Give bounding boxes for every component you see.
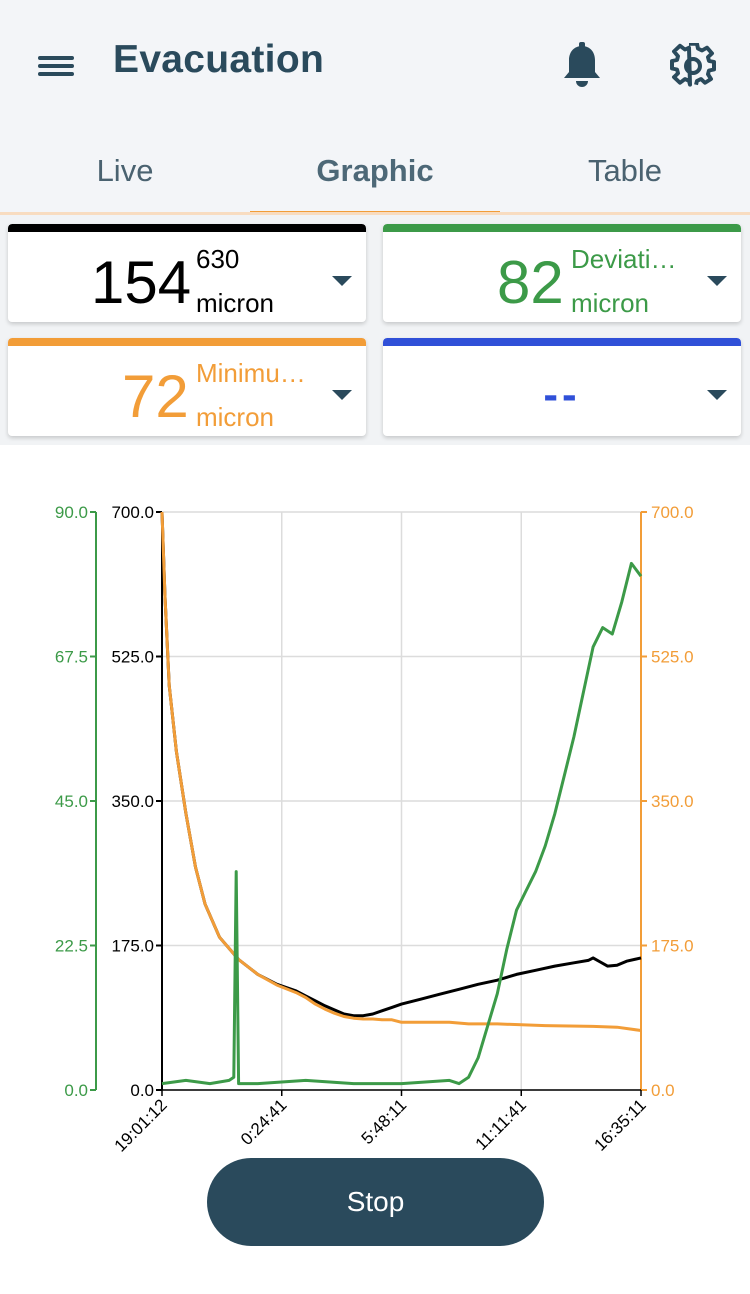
bell-icon[interactable] bbox=[560, 42, 604, 90]
y-tick-label-left-outer: 22.5 bbox=[55, 937, 88, 956]
card-value: 82 bbox=[497, 249, 564, 316]
y-tick-label-left-inner: 700.0 bbox=[111, 503, 154, 522]
tab-graphic[interactable]: Graphic bbox=[316, 153, 434, 188]
tab-bar: Live Graphic Table bbox=[0, 140, 750, 216]
x-tick-label: 16:35:11 bbox=[590, 1095, 649, 1154]
y-tick-label-left-inner: 0.0 bbox=[130, 1081, 154, 1100]
gear-icon[interactable] bbox=[670, 43, 716, 89]
y-tick-label-left-outer: 90.0 bbox=[55, 503, 88, 522]
y-tick-label-right: 350.0 bbox=[651, 792, 694, 811]
x-tick-label: 0:24:41 bbox=[237, 1095, 291, 1149]
card-value: 154 bbox=[91, 249, 192, 316]
chart-svg: 90.0 700.0 700.0 67.5 525.0 525.0 45.0 350.0 350… bbox=[55, 503, 694, 1156]
y-tick-label-left-inner: 350.0 bbox=[111, 792, 154, 811]
card-pressure[interactable]: 154 630 micron bbox=[8, 224, 366, 322]
y-tick-label-right: 700.0 bbox=[651, 503, 694, 522]
sensor-cards: 154 630 micron 82 Deviati… micron 72 Min… bbox=[0, 215, 750, 445]
card-minimum[interactable]: 72 Minimu… micron bbox=[8, 338, 366, 436]
y-tick-label-left-outer: 67.5 bbox=[55, 648, 88, 667]
card-color-bar bbox=[383, 338, 741, 346]
series-line-2 bbox=[161, 561, 643, 1086]
chevron-down-icon[interactable] bbox=[707, 276, 727, 286]
y-tick-label-left-outer: 45.0 bbox=[55, 792, 88, 811]
tab-divider bbox=[0, 212, 750, 215]
x-tick-label: 5:48:11 bbox=[358, 1095, 411, 1148]
evacuation-chart: 90.0 700.0 700.0 67.5 525.0 525.0 45.0 350.0 350… bbox=[0, 445, 750, 1165]
tab-table[interactable]: Table bbox=[587, 153, 663, 188]
y-tick-label-left-outer: 0.0 bbox=[64, 1081, 88, 1100]
card-color-bar bbox=[383, 224, 741, 232]
y-tick-label-right: 175.0 bbox=[651, 937, 694, 956]
x-tick-label: 19:01:12 bbox=[111, 1095, 171, 1155]
hamburger-menu-icon[interactable] bbox=[36, 50, 76, 82]
card-empty[interactable]: -- bbox=[383, 338, 741, 436]
x-tick-label: 11:11:41 bbox=[472, 1095, 530, 1153]
app-header: Evacuation Live Graphic Table bbox=[0, 0, 750, 216]
chevron-down-icon[interactable] bbox=[332, 390, 352, 400]
chevron-down-icon[interactable] bbox=[707, 390, 727, 400]
y-tick-label-right: 0.0 bbox=[651, 1081, 675, 1100]
card-value: -- bbox=[543, 370, 581, 419]
card-color-bar bbox=[8, 224, 366, 232]
card-superscript: 630 bbox=[196, 244, 240, 274]
y-tick-label-left-inner: 525.0 bbox=[111, 648, 154, 667]
chevron-down-icon[interactable] bbox=[332, 276, 352, 286]
y-tick-label-right: 525.0 bbox=[651, 648, 694, 667]
card-value: 72 bbox=[122, 363, 189, 430]
card-label: Minimu… bbox=[196, 358, 306, 388]
card-color-bar bbox=[8, 338, 366, 346]
card-deviation[interactable]: 82 Deviati… micron bbox=[383, 224, 741, 322]
card-unit: micron bbox=[571, 288, 650, 318]
card-unit: micron bbox=[196, 288, 275, 318]
page-title: Evacuation bbox=[113, 38, 325, 81]
stop-button[interactable]: Stop bbox=[207, 1158, 544, 1246]
tab-live[interactable]: Live bbox=[96, 153, 154, 188]
series-line-1 bbox=[160, 511, 642, 1032]
card-unit: micron bbox=[196, 402, 275, 432]
y-tick-label-left-inner: 175.0 bbox=[111, 937, 154, 956]
card-label: Deviati… bbox=[571, 244, 677, 274]
